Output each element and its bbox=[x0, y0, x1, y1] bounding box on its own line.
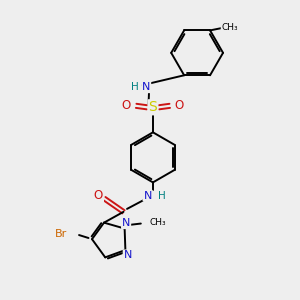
Text: O: O bbox=[94, 188, 103, 202]
Text: N: N bbox=[124, 250, 132, 260]
Text: Br: Br bbox=[55, 229, 67, 239]
Text: H: H bbox=[131, 82, 139, 92]
Text: CH₃: CH₃ bbox=[221, 23, 238, 32]
Text: N: N bbox=[142, 82, 150, 92]
Text: N: N bbox=[143, 190, 152, 201]
Text: CH₃: CH₃ bbox=[149, 218, 166, 226]
Text: H: H bbox=[158, 190, 166, 201]
Text: S: S bbox=[148, 100, 157, 114]
Text: O: O bbox=[175, 99, 184, 112]
Text: N: N bbox=[122, 218, 130, 228]
Text: O: O bbox=[122, 99, 131, 112]
